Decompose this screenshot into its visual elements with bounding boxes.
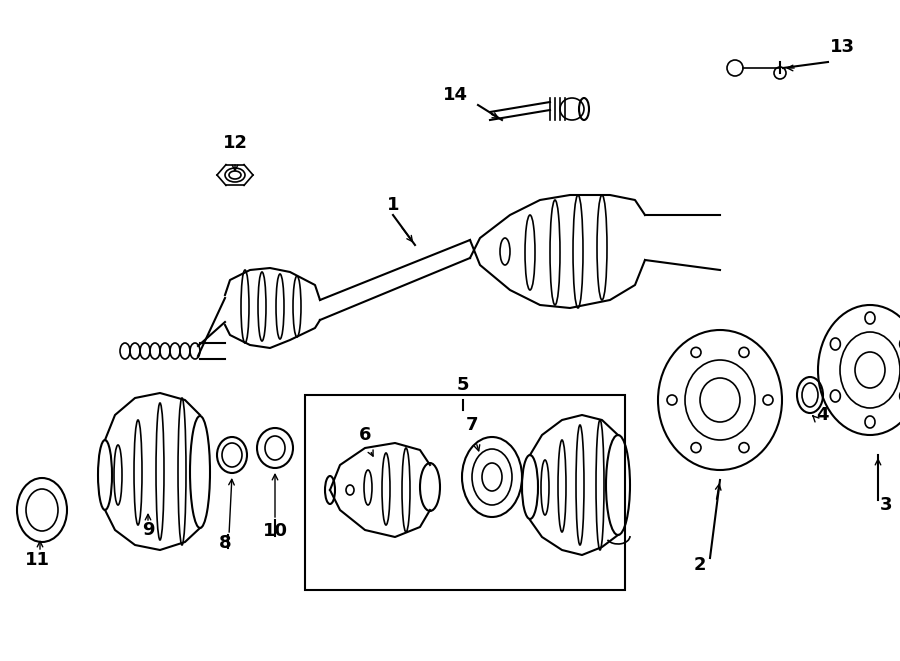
Text: 3: 3 xyxy=(880,496,893,514)
Text: 8: 8 xyxy=(219,534,231,552)
Text: 14: 14 xyxy=(443,86,468,104)
Text: 9: 9 xyxy=(142,521,154,539)
Text: 1: 1 xyxy=(387,196,400,214)
Text: 11: 11 xyxy=(24,551,50,569)
Bar xyxy=(305,395,625,590)
Text: 6: 6 xyxy=(359,426,371,444)
Text: 5: 5 xyxy=(456,376,469,394)
Text: 7: 7 xyxy=(466,416,478,434)
Text: 13: 13 xyxy=(830,38,855,56)
Text: 2: 2 xyxy=(694,556,706,574)
Text: 12: 12 xyxy=(222,134,248,152)
Text: 4: 4 xyxy=(815,406,828,424)
Text: 10: 10 xyxy=(263,522,287,540)
